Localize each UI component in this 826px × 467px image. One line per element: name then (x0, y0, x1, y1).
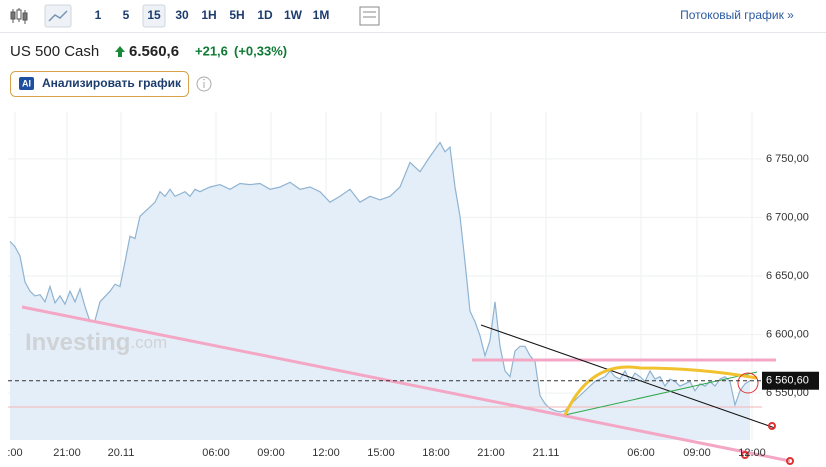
area-fill (10, 142, 750, 440)
y-tick-label: 6 550,00 (766, 387, 809, 399)
watermark-main: Investing (25, 329, 130, 356)
instrument-price: 6.560,6 (129, 43, 179, 60)
watermark-suffix: .com (130, 333, 167, 352)
y-tick-label: 6 600,00 (766, 328, 809, 340)
ai-button-label: Анализировать график (42, 76, 182, 90)
instrument-change: +21,6 (195, 43, 228, 58)
drawing-line (564, 371, 758, 416)
interval-button[interactable]: 30 (175, 8, 189, 22)
x-tick-label: 18:00 (422, 447, 450, 459)
interval-button[interactable]: 15 (147, 8, 161, 22)
price-line (9, 141, 751, 413)
ai-button[interactable] (10, 71, 189, 97)
x-tick-label: :00 (7, 447, 22, 459)
y-tick-label: 6 650,00 (766, 270, 809, 282)
candle-icon[interactable] (10, 8, 28, 24)
interval-button[interactable]: 5H (229, 8, 244, 22)
x-tick-label: 09:00 (683, 447, 711, 459)
streaming-link[interactable]: Потоковый график » (680, 8, 794, 22)
info-icon-dot (203, 78, 205, 81)
interval-button[interactable]: 5 (123, 8, 130, 22)
interval-button[interactable]: 1 (95, 8, 102, 22)
area-icon-line (48, 10, 68, 22)
interval-button[interactable]: 1D (257, 8, 273, 22)
x-tick-label: 12:00 (738, 447, 766, 459)
ai-badge: AI (22, 78, 31, 88)
drawing-line (480, 324, 776, 429)
grid-icon[interactable] (359, 6, 380, 26)
info-icon[interactable] (196, 76, 212, 92)
x-tick-label: 06:00 (627, 447, 655, 459)
interval-button[interactable]: 1M (313, 8, 330, 22)
interval-button[interactable]: 1H (201, 8, 216, 22)
x-tick-label: 15:00 (367, 447, 395, 459)
y-tick-label: 6 700,00 (766, 211, 809, 223)
last-price-box (762, 371, 819, 390)
instrument-name: US 500 Cash (10, 43, 99, 60)
x-tick-label: 21.11 (533, 447, 560, 459)
drawings (8, 305, 794, 465)
x-tick-label: 21:00 (477, 447, 505, 459)
interval-button[interactable]: 1W (284, 8, 303, 22)
drawing-circle (737, 372, 759, 394)
x-tick-label: 09:00 (257, 447, 285, 459)
axis-labels: :00 21:00 20.11 06:00 09:00 12:00 15:00 18:00 21… (7, 153, 819, 459)
drawing-handle (768, 422, 776, 430)
x-tick-label: 06:00 (202, 447, 230, 459)
toolbar: Потоковый график » 1 5 15 30 1H 5H 1D 1W 1M (0, 4, 826, 33)
last-price-label: 6 560,60 (766, 375, 809, 387)
ai-badge-bg (19, 77, 34, 90)
watermark: Investing.com (25, 329, 167, 356)
x-tick-label: 20.11 (108, 447, 135, 459)
up-arrow (115, 46, 125, 57)
drawing-handle (786, 457, 794, 465)
drawing-handle (741, 451, 749, 459)
selected-interval-bg (142, 4, 166, 28)
x-tick-label: 12:00 (312, 447, 340, 459)
x-tick-label: 21:00 (53, 447, 81, 459)
drawing-arc (563, 365, 758, 416)
instrument-change-pct: (+0,33%) (234, 43, 287, 58)
y-tick-label: 6 750,00 (766, 153, 809, 165)
drawing-line (21, 305, 791, 463)
series (9, 141, 751, 440)
